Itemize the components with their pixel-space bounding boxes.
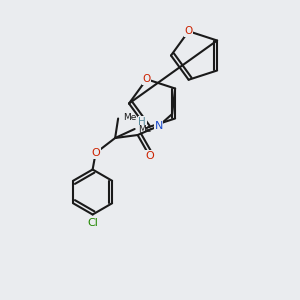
Text: H: H [138, 116, 146, 127]
Text: Cl: Cl [87, 218, 98, 227]
Text: Me: Me [123, 112, 136, 122]
Text: O: O [184, 26, 193, 36]
Text: Me: Me [138, 124, 152, 134]
Text: N: N [154, 121, 163, 131]
Text: O: O [91, 148, 100, 158]
Text: O: O [142, 74, 151, 84]
Text: O: O [145, 151, 154, 161]
